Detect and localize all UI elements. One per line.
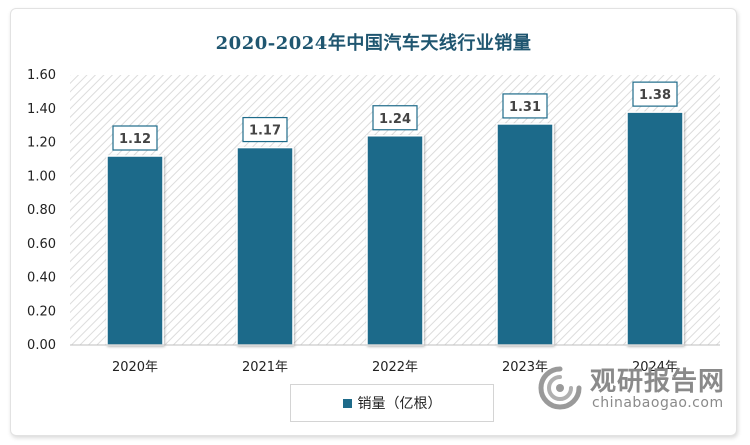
bar: [496, 123, 554, 346]
data-label: 1.24: [379, 112, 411, 127]
y-tick-label: 1.40: [27, 102, 56, 117]
y-tick-label: 0.60: [27, 237, 56, 252]
y-tick-label: 0.00: [27, 338, 56, 353]
x-tick-label: 2022年: [372, 360, 418, 375]
legend-swatch: [342, 398, 352, 408]
data-label: 1.12: [119, 132, 151, 147]
bar: [106, 155, 164, 346]
data-label-box: [632, 81, 678, 107]
data-label-box: [372, 105, 418, 131]
watermark-en: chinabaogao.com: [592, 395, 724, 411]
data-label: 1.38: [639, 88, 671, 103]
data-label-box: [242, 116, 288, 143]
data-label-box: [502, 93, 548, 119]
x-tick-label: 2024年: [632, 360, 678, 375]
y-tick-label: 0.20: [27, 304, 56, 319]
y-tick-label: 1.20: [27, 136, 56, 151]
chart-title: 2020-2024年中国汽车天线行业销量: [215, 33, 532, 54]
data-label-box: [112, 125, 158, 151]
bar: [366, 135, 424, 346]
bar: [626, 111, 684, 346]
x-axis: 2020年 2021年 2022年 2023年 2024年: [112, 360, 678, 375]
data-label: 1.31: [509, 100, 541, 115]
bars: 1.12 1.17 1.24 1.31 1.38: [106, 81, 684, 346]
legend-label: 销量（亿根）: [357, 396, 442, 412]
y-axis: 0.00 0.20 0.40 0.60 0.80 1.00 1.20 1.40 1.60: [27, 68, 56, 353]
legend: 销量（亿根）: [290, 384, 494, 422]
y-tick-label: 1.00: [27, 169, 56, 184]
y-tick-label: 1.60: [27, 68, 56, 83]
watermark: 观研报告网 chinabaogao.com: [535, 355, 735, 425]
y-tick-label: 0.80: [27, 203, 56, 218]
data-label: 1.17: [249, 124, 281, 139]
y-tick-label: 0.40: [27, 271, 56, 286]
x-tick-label: 2021年: [242, 360, 288, 375]
bar: [236, 146, 294, 346]
x-tick-label: 2023年: [502, 360, 548, 375]
watermark-cn: 观研报告网: [590, 367, 726, 397]
x-tick-label: 2020年: [112, 360, 158, 375]
watermark-logo-icon: [538, 366, 582, 410]
